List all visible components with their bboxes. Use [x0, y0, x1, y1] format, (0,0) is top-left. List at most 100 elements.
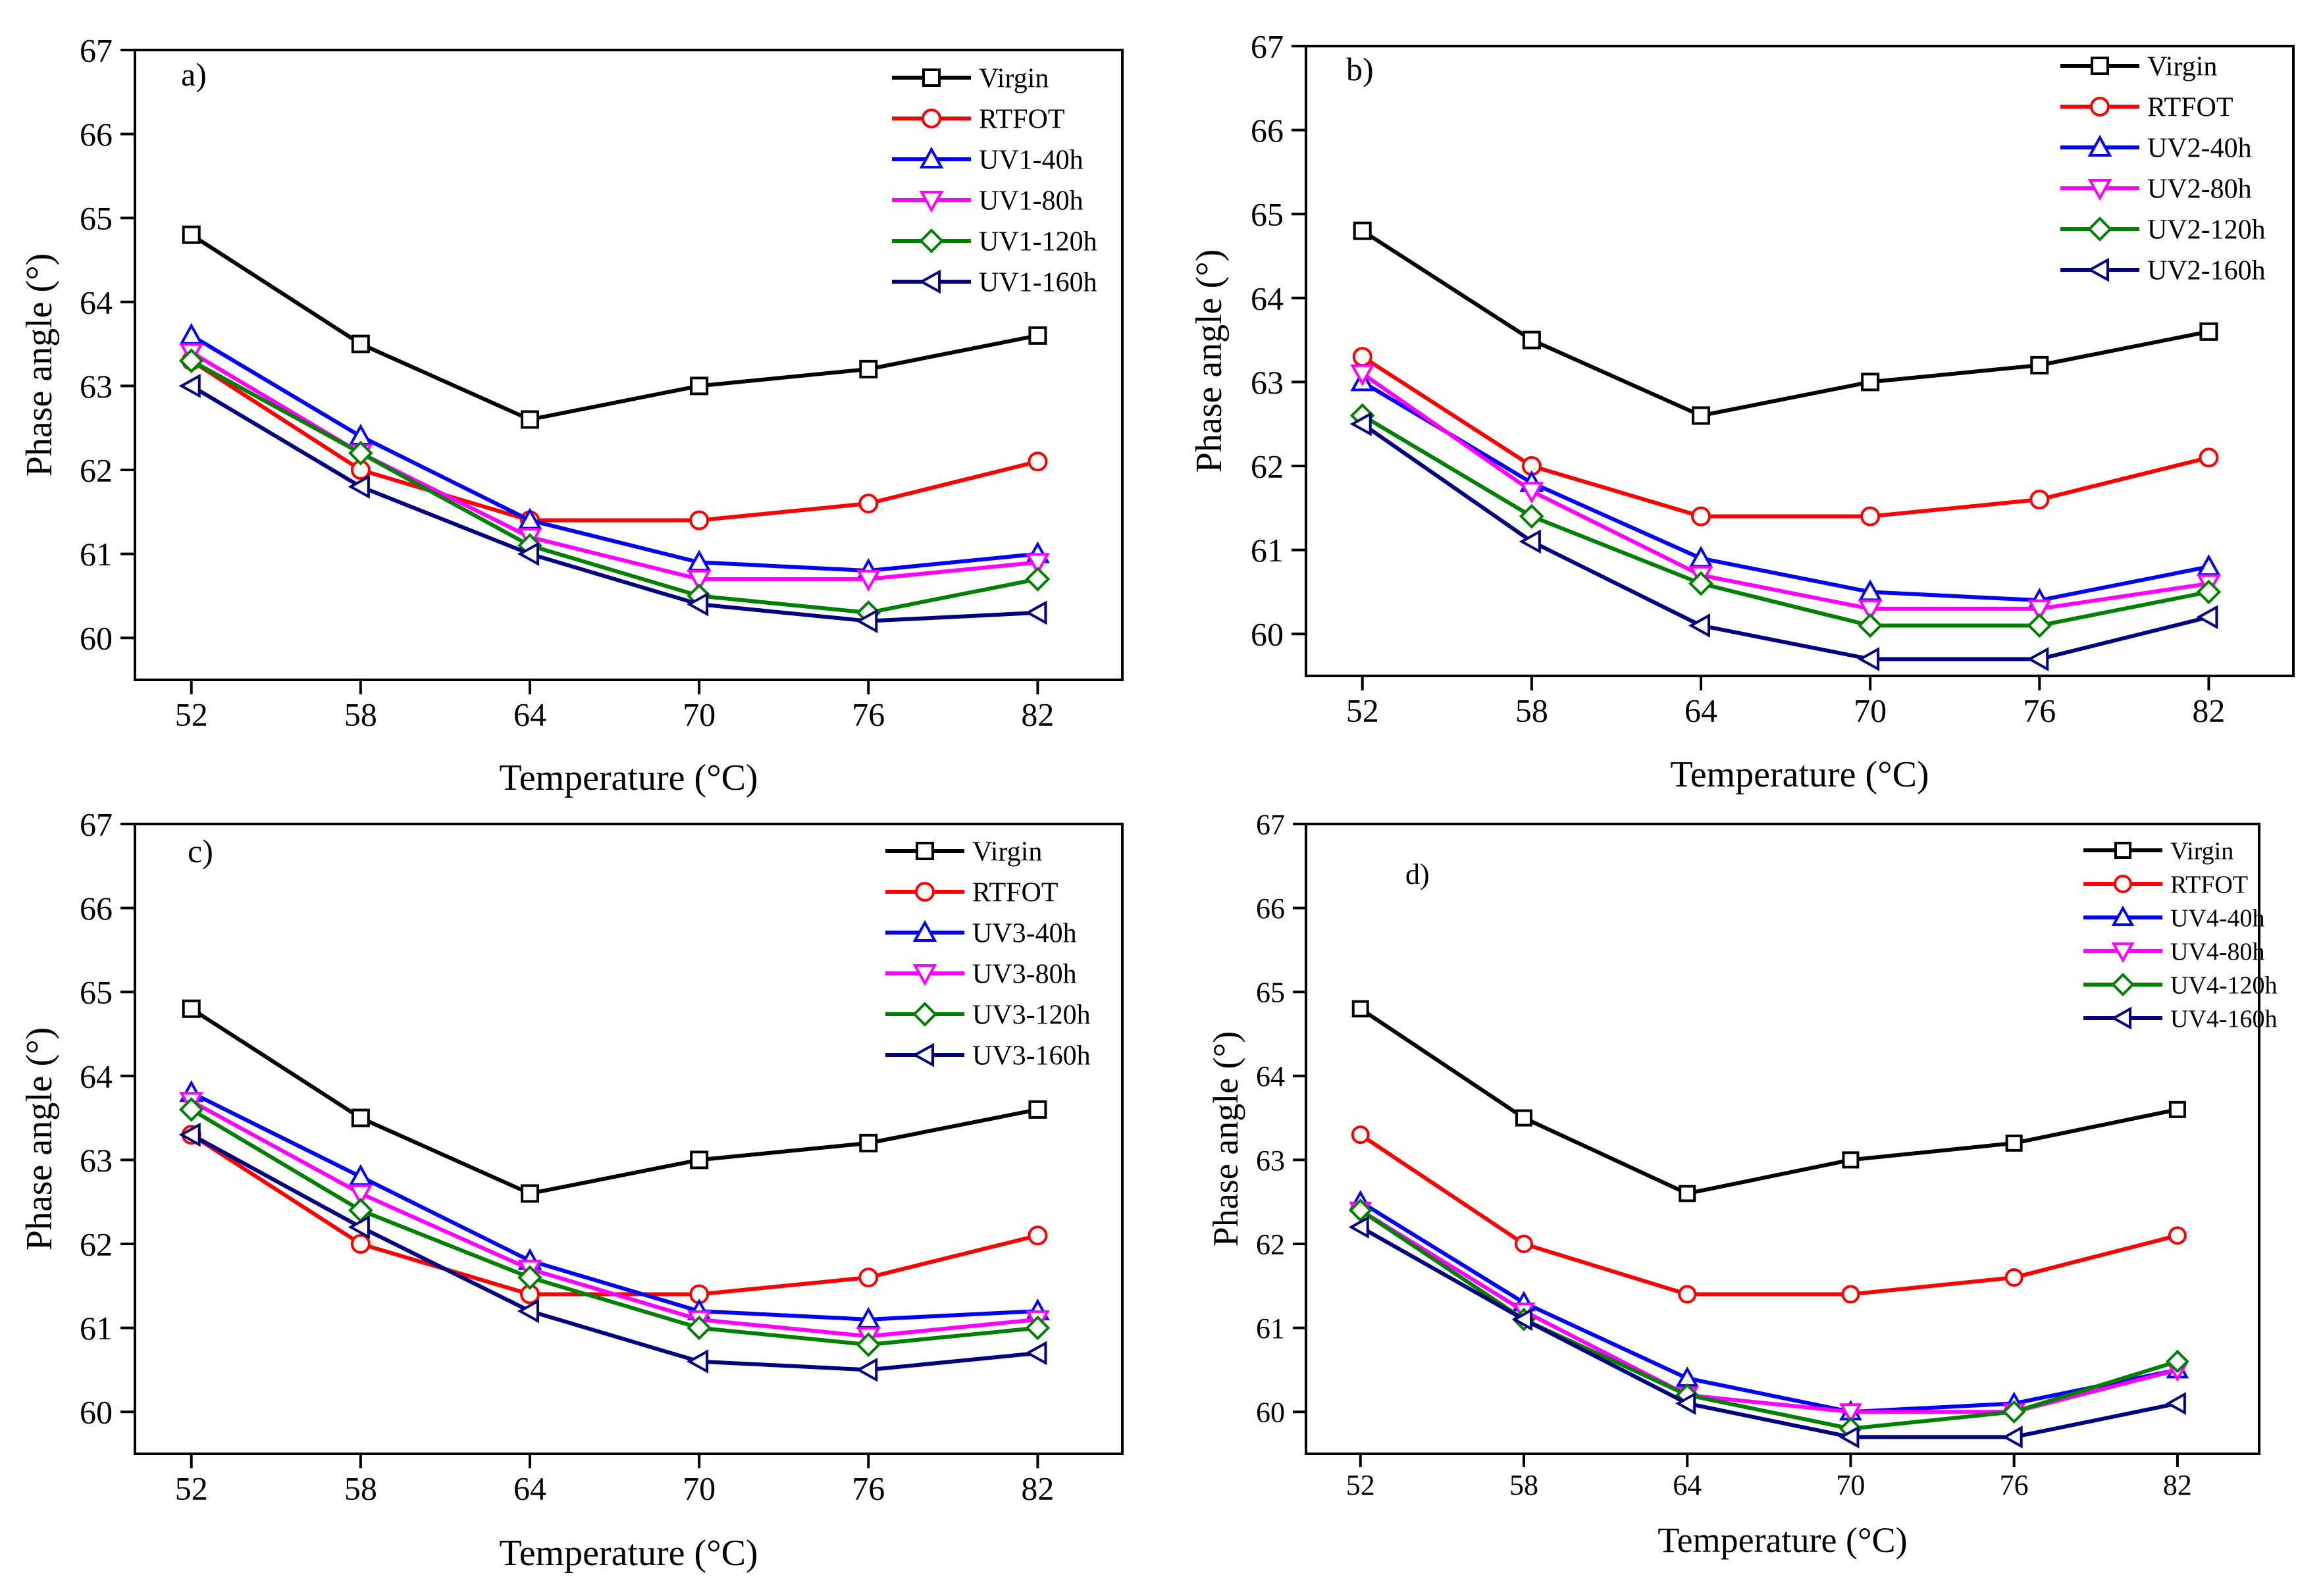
data-point-rtfot [1678, 1285, 1697, 1304]
data-point-uv4-160h [1511, 1308, 1532, 1331]
data-point-uv1-160h [178, 374, 201, 398]
legend-item-rtfot: RTFOT [2083, 871, 2248, 898]
y-tick-label: 67 [1256, 808, 1285, 840]
legend-label: UV4-120h [2170, 971, 2278, 999]
data-point-uv3-40h [348, 1164, 373, 1186]
data-point-uv1-120h [348, 440, 373, 466]
data-point-rtfot [1352, 347, 1372, 367]
plot-frame [1305, 823, 2260, 1455]
series-uv3-80h [179, 1092, 1050, 1349]
y-tick-label: 61 [1256, 1312, 1285, 1345]
data-point-uv3-120h [517, 1265, 542, 1290]
panel-label: c) [188, 833, 213, 869]
legend-item-virgin: Virgin [2060, 52, 2217, 82]
data-point-rtfot [2199, 448, 2219, 468]
y-tick-label: 60 [1251, 616, 1284, 653]
legend-item-uv1-120h: UV1-120h [892, 227, 1097, 257]
data-point-rtfot [350, 1234, 371, 1254]
series-virgin [1351, 1000, 2186, 1202]
x-tick-label: 82 [2163, 1469, 2192, 1501]
data-point-rtfot [1841, 1285, 1860, 1304]
series-line-uv4-40h [1359, 1200, 2178, 1414]
series-line-virgin [190, 233, 1039, 422]
data-point-uv1-80h [1026, 553, 1050, 575]
y-tick-label: 64 [80, 1058, 113, 1094]
y-tick-label: 65 [1251, 196, 1284, 233]
data-point-uv2-120h [1519, 503, 1544, 529]
legend-item-uv3-80h: UV3-80h [885, 960, 1077, 990]
y-tick-label: 62 [1256, 1228, 1285, 1260]
data-point-uv3-160h [687, 1349, 709, 1374]
data-point-virgin [351, 1108, 370, 1127]
series-line-uv2-80h [1361, 372, 2209, 611]
legend-label: UV4-40h [2170, 904, 2265, 932]
data-point-uv4-160h [1675, 1392, 1696, 1415]
x-tick-label: 58 [1515, 692, 1548, 729]
data-point-uv3-160h [856, 1358, 878, 1382]
data-point-uv4-160h [1839, 1426, 1860, 1449]
series-rtfot [181, 351, 1048, 530]
panel-label: d) [1405, 858, 1430, 890]
x-tick-label: 58 [344, 1470, 377, 1507]
data-point-virgin [1522, 330, 1541, 349]
legend-marker [919, 146, 944, 168]
data-point-virgin [1679, 1185, 1696, 1202]
data-point-uv1-40h [179, 322, 204, 345]
data-point-uv2-160h [2027, 647, 2049, 671]
legend-label: Virgin [2170, 837, 2233, 865]
data-point-virgin [859, 1133, 878, 1152]
legend: Virgin RTFOT UV3-40h UV3-80h UV3-120h UV3-160… [885, 837, 1091, 1071]
data-point-virgin [182, 999, 201, 1018]
plot-frame [1305, 45, 2295, 677]
legend-marker [912, 964, 937, 987]
data-point-uv1-160h [856, 609, 878, 634]
data-point-rtfot [1860, 506, 1881, 527]
legend-marker [912, 1043, 934, 1068]
series-line-uv2-40h [1361, 380, 2210, 603]
y-tick-label: 60 [80, 620, 113, 657]
data-point-rtfot [1351, 1125, 1370, 1145]
legend-marker [2110, 1006, 2131, 1030]
legend-marker [922, 109, 941, 128]
x-axis-title: Temperature (°C) [499, 1533, 758, 1574]
legend-label: UV3-120h [972, 1000, 1091, 1031]
series-line-virgin [190, 1007, 1039, 1196]
data-point-virgin [1353, 221, 1372, 240]
y-axis-title: Phase angle (°) [19, 253, 60, 477]
x-tick-label: 52 [1346, 1469, 1375, 1501]
legend-marker [2087, 134, 2112, 157]
y-tick-label: 62 [80, 452, 113, 489]
legend-item-uv1-160h: UV1-160h [892, 268, 1097, 298]
data-point-rtfot [2029, 490, 2050, 510]
data-point-virgin [1351, 1000, 1369, 1017]
legend-label: Virgin [979, 64, 1049, 94]
legend-label: UV4-160h [2170, 1005, 2278, 1033]
legend-label: Virgin [972, 837, 1042, 867]
data-point-virgin [2168, 1100, 2186, 1118]
plot-frame [134, 823, 1124, 1455]
data-point-uv3-160h [178, 1122, 201, 1147]
y-axis-title: Phase angle (°) [19, 1027, 60, 1251]
legend-marker [2114, 842, 2131, 859]
series-line-rtfot [190, 359, 1039, 523]
legend-label: UV2-120h [2147, 215, 2266, 245]
legend-label: UV1-160h [979, 268, 1097, 298]
x-axis-title: Temperature (°C) [499, 758, 758, 798]
legend-item-rtfot: RTFOT [892, 105, 1065, 135]
legend-item-uv4-160h: UV4-160h [2083, 1005, 2278, 1033]
legend-marker [2087, 217, 2112, 242]
panel-label: a) [181, 56, 207, 93]
data-point-virgin [1692, 406, 1710, 425]
data-point-rtfot [689, 510, 710, 530]
y-tick-label: 67 [80, 806, 113, 843]
data-point-virgin [182, 225, 201, 244]
x-tick-label: 52 [1346, 692, 1379, 729]
legend-item-uv4-80h: UV4-80h [2083, 938, 2265, 965]
data-point-uv3-80h [348, 1184, 373, 1206]
legend-item-rtfot: RTFOT [2060, 93, 2233, 123]
data-point-uv4-160h [2002, 1426, 2023, 1449]
data-point-uv2-40h [2197, 554, 2221, 577]
legend-item-uv2-160h: UV2-160h [2060, 256, 2266, 286]
legend-item-uv1-40h: UV1-40h [892, 145, 1083, 176]
